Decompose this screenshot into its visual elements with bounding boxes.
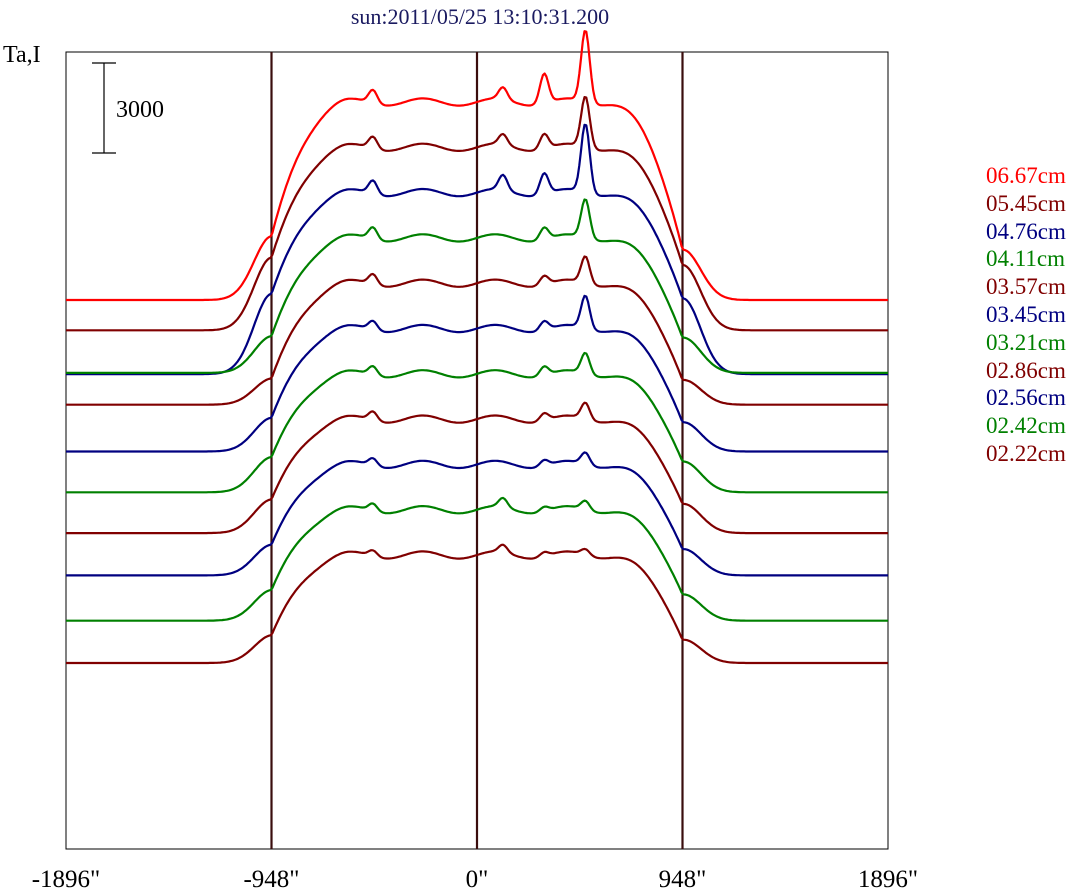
legend-item-06.67cm: 06.67cm (986, 163, 1066, 188)
x-tick-labels: -1896" -948" 0" 948" 1896" (32, 866, 918, 893)
x-tick-label-1: -948" (243, 866, 299, 893)
scale-bar: 3000 (92, 62, 164, 154)
x-tick-label-4: 1896" (858, 866, 918, 893)
series-line-05.45cm (66, 96, 888, 332)
series-line-04.11cm (66, 198, 888, 374)
legend-item-02.56cm: 02.56cm (986, 385, 1066, 411)
legend-item-02.86cm: 02.86cm (986, 357, 1066, 383)
y-axis-label: Ta,I (3, 42, 41, 68)
series-line-02.42cm (66, 496, 888, 622)
legend-item-02.42cm: 02.42cm (986, 413, 1066, 439)
series-line-03.21cm (66, 351, 888, 494)
series-line-03.57cm (66, 255, 888, 406)
legend: 06.67cm 05.45cm 04.76cm 04.11cm 03.57cm 03.45… (986, 162, 1066, 468)
x-tick-label-0: -1896" (32, 866, 101, 893)
legend-item-02.22cm: 02.22cm (986, 440, 1066, 466)
legend-item-03.57cm: 03.57cm (986, 274, 1066, 300)
series-curves (66, 30, 888, 665)
scale-bar-label: 3000 (116, 97, 164, 123)
series-line-02.22cm (66, 543, 888, 665)
series-line-02.56cm (66, 451, 888, 577)
legend-item-04.76cm: 04.76cm (986, 218, 1066, 244)
legend-item-03.45cm: 03.45cm (986, 301, 1066, 327)
legend-item-04.11cm: 04.11cm (986, 246, 1065, 272)
legend-item-03.21cm: 03.21cm (986, 329, 1066, 355)
chart-title: sun:2011/05/25 13:10:31.200 (350, 4, 610, 29)
x-tick-label-2: 0" (466, 866, 489, 893)
legend-item-05.45cm: 05.45cm (986, 190, 1066, 216)
series-line-03.45cm (66, 294, 888, 453)
limb-lines (270, 52, 684, 849)
x-tick-label-3: 948" (659, 866, 707, 893)
series-line-02.86cm (66, 401, 888, 535)
series-line-04.76cm (66, 123, 888, 376)
series-line-06.67cm (66, 30, 888, 302)
